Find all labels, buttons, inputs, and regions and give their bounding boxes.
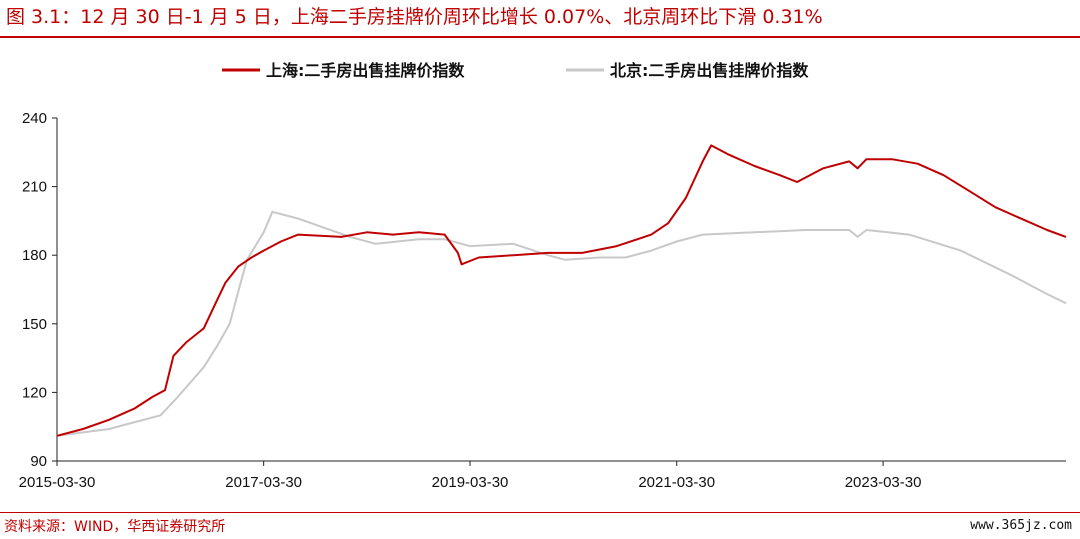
legend-label-1: 上海:二手房出售挂牌价指数 bbox=[266, 61, 465, 80]
line-chart: 90 120 150 180 210 240 2015-03-30 2017-03-30 201… bbox=[19, 61, 1067, 491]
series-line-2 bbox=[56, 210, 1067, 437]
title-divider bbox=[0, 36, 1080, 38]
y-tick-label: 180 bbox=[22, 247, 47, 264]
y-tick-label: 210 bbox=[22, 179, 47, 196]
chart-title: 图 3.1：12 月 30 日-1 月 5 日，上海二手房挂牌价周环比增长 0.… bbox=[6, 6, 823, 28]
y-tick-label: 150 bbox=[22, 316, 47, 333]
y-tick-label: 120 bbox=[22, 384, 47, 401]
x-tick-label: 2021-03-30 bbox=[638, 474, 715, 491]
y-tick-label: 90 bbox=[30, 453, 47, 470]
legend-label-2: 北京:二手房出售挂牌价指数 bbox=[610, 61, 809, 80]
y-tick-label: 240 bbox=[22, 110, 47, 127]
footer-divider bbox=[0, 512, 1080, 513]
source-note: 资料来源：WIND，华西证券研究所 bbox=[4, 519, 226, 535]
x-tick-label: 2017-03-30 bbox=[225, 474, 302, 491]
series-line-1 bbox=[56, 144, 1067, 437]
x-tick-label: 2019-03-30 bbox=[432, 474, 509, 491]
x-tick-label: 2015-03-30 bbox=[19, 474, 96, 491]
x-tick-label: 2023-03-30 bbox=[845, 474, 922, 491]
watermark: www.365jz.com bbox=[970, 518, 1072, 533]
